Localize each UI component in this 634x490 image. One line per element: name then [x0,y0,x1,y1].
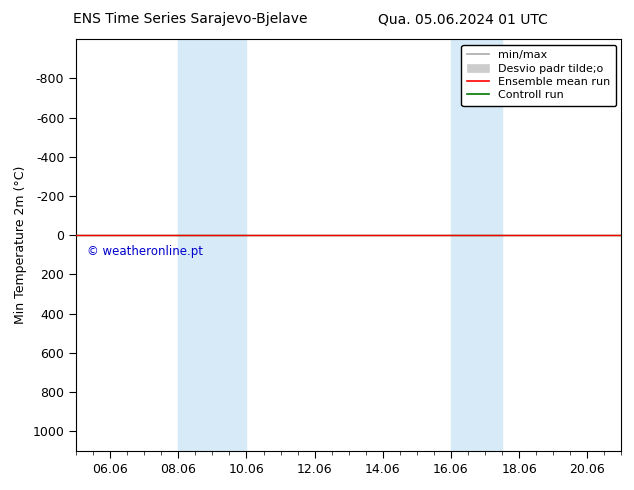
Bar [178,39,247,451]
Y-axis label: Min Temperature 2m (°C): Min Temperature 2m (°C) [14,166,27,324]
Text: ENS Time Series Sarajevo-Bjelave: ENS Time Series Sarajevo-Bjelave [73,12,307,26]
Legend: min/max, Desvio padr tilde;o, Ensemble mean run, Controll run: min/max, Desvio padr tilde;o, Ensemble m… [462,45,616,106]
Text: Qua. 05.06.2024 01 UTC: Qua. 05.06.2024 01 UTC [378,12,548,26]
Text: © weatheronline.pt: © weatheronline.pt [87,245,203,258]
Bar [451,39,502,451]
